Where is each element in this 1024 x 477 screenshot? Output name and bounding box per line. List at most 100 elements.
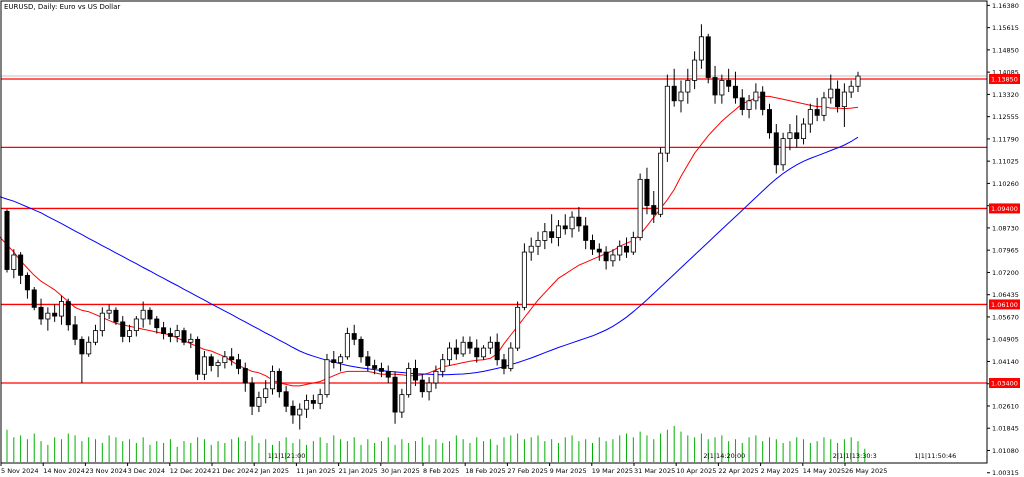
candle (161, 321, 167, 340)
candle (324, 353, 330, 398)
candle (576, 206, 582, 232)
candle-body (732, 85, 738, 99)
y-tick-label: 1.07200 (992, 269, 1019, 277)
y-tick-label: 1.08730 (992, 224, 1019, 232)
candle-body (583, 225, 589, 241)
y-tick-label: 1.16380 (992, 2, 1019, 10)
candle (4, 209, 10, 273)
candle (195, 336, 201, 381)
candle (133, 316, 139, 337)
y-tick-label: 1.13320 (992, 91, 1019, 99)
candle (344, 327, 350, 360)
candle-body (188, 338, 194, 343)
candle-body (86, 341, 92, 355)
candle-body (222, 356, 228, 364)
candle (746, 94, 752, 119)
candle-body (11, 254, 17, 270)
candle (549, 214, 555, 244)
candle (31, 286, 37, 311)
candle-body (528, 245, 534, 253)
x-tick-label: 3 Dec 2024 (128, 467, 165, 475)
candle (794, 115, 800, 148)
candle-body (235, 359, 241, 369)
candle-body (569, 216, 575, 230)
candle-body (664, 85, 670, 154)
candle-body (712, 77, 718, 96)
x-tick-label: 18 Feb 2025 (465, 467, 505, 475)
candle-body (127, 330, 133, 337)
candle-body (24, 274, 30, 291)
candle (358, 336, 364, 363)
candle (542, 222, 548, 250)
candle (201, 350, 207, 381)
candle (773, 124, 779, 174)
candle (494, 333, 500, 366)
candle-body (773, 132, 779, 166)
y-tick-label: 1.14085 (992, 69, 1019, 77)
candle (487, 336, 493, 354)
candle-body (106, 309, 112, 314)
candle-body (18, 254, 24, 276)
candle (52, 304, 58, 322)
candle (338, 353, 344, 372)
candle-body (549, 231, 555, 238)
candle-body (392, 376, 398, 413)
candle (780, 132, 786, 171)
candle-body (147, 309, 153, 320)
candle (855, 71, 861, 93)
candle-body (113, 309, 119, 323)
candle (528, 237, 534, 261)
y-tick-label: 1.02610 (992, 402, 1019, 410)
candle-body (276, 370, 282, 393)
candle (290, 400, 296, 424)
candle-body (297, 408, 303, 416)
candle-body (167, 333, 173, 337)
candle-body (835, 88, 841, 108)
candle-body (365, 356, 371, 366)
candle-body (589, 240, 595, 250)
candle-body (72, 324, 78, 340)
candle-body (780, 138, 786, 166)
volume-marker-label: 1|1|11:50:46 (914, 452, 956, 460)
candle (154, 316, 160, 334)
candle (45, 307, 51, 331)
candle (365, 350, 371, 372)
candle (406, 362, 412, 398)
x-tick-label: 5 Nov 2024 (1, 467, 39, 475)
candle-body (848, 85, 854, 93)
x-tick-label: 26 May 2025 (845, 467, 887, 475)
candle (617, 240, 623, 261)
candle (685, 68, 691, 104)
candle-body (92, 330, 99, 343)
candle-body (610, 254, 616, 262)
level-price-label: 1.03400 (991, 379, 1018, 387)
candle (310, 394, 316, 410)
candle-body (801, 123, 807, 140)
candle-body (65, 301, 71, 326)
candle (58, 295, 64, 325)
candle-body (487, 341, 493, 349)
candle (304, 394, 310, 418)
candle-body (508, 347, 514, 369)
candle (208, 353, 214, 372)
candle-body (270, 370, 276, 390)
ma-slow-line (0, 136, 859, 376)
volume-marker-label: 2|1|14:20:00 (703, 452, 745, 460)
candle (38, 298, 44, 325)
candle-body (794, 132, 800, 140)
candle-body (440, 359, 446, 372)
candle (671, 68, 677, 107)
candle-body (515, 306, 521, 349)
candle (419, 374, 425, 398)
candle (86, 336, 92, 357)
candle (140, 301, 146, 328)
x-tick-label: 12 Dec 2024 (170, 467, 212, 475)
candle (65, 298, 71, 331)
candle-body (807, 109, 813, 125)
candle (399, 388, 405, 418)
candle-body (161, 327, 167, 334)
candle (72, 316, 78, 346)
candle-body (412, 368, 418, 381)
x-tick-label: 2 Jan 2025 (254, 467, 289, 475)
